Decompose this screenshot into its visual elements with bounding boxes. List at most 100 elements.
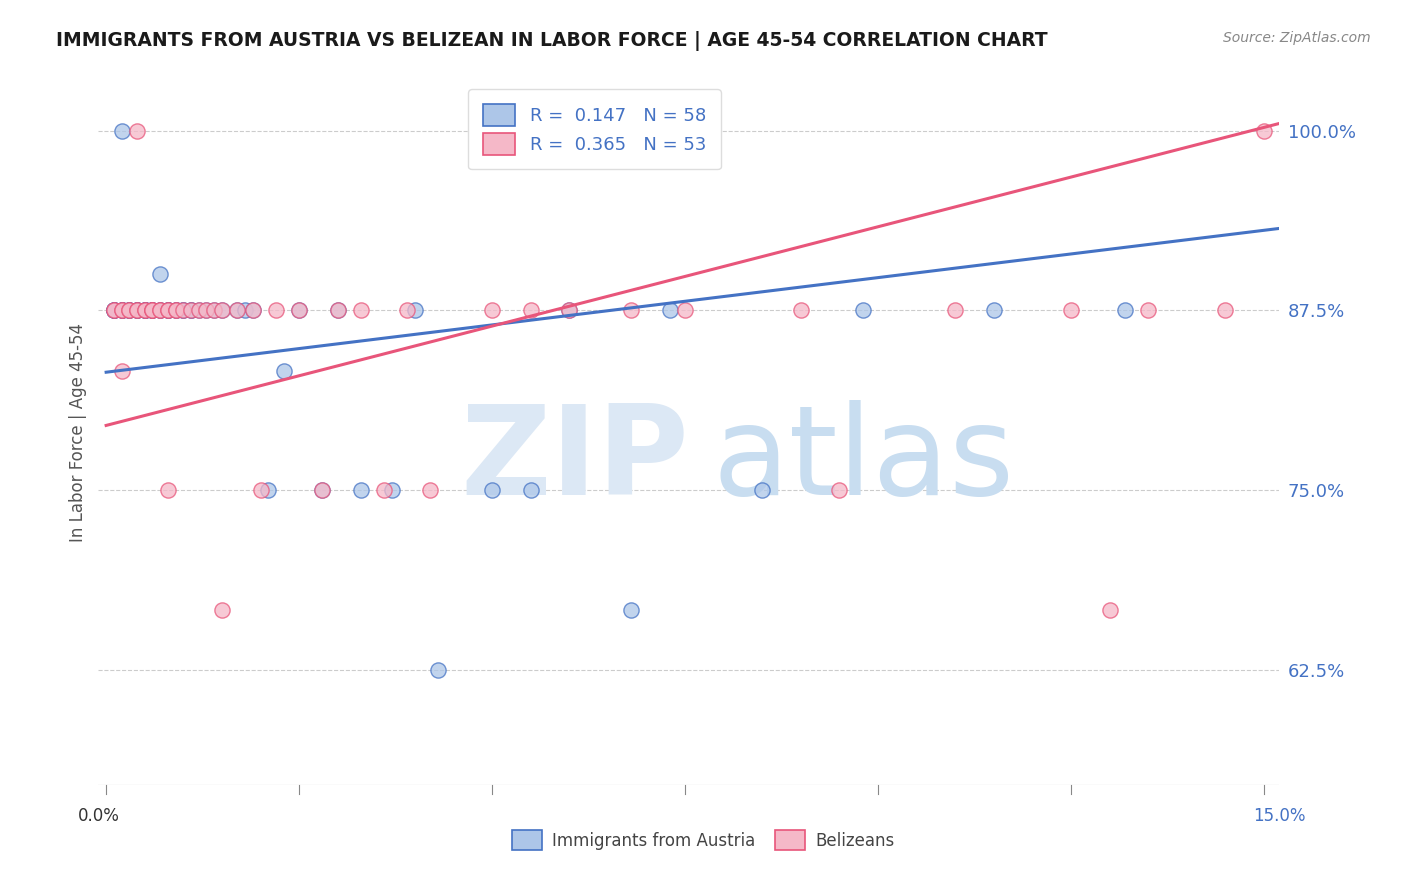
Point [202, 303, 225, 318]
Point [673, 303, 696, 318]
Point [165, 303, 187, 318]
Point [828, 483, 851, 497]
Point [118, 303, 141, 318]
Point [519, 483, 541, 497]
Point [110, 123, 132, 137]
Point [134, 303, 156, 318]
Text: ZIP: ZIP [460, 401, 689, 521]
Point [118, 303, 141, 318]
Point [149, 268, 172, 282]
Point [211, 303, 233, 318]
Point [103, 303, 125, 318]
Point [134, 303, 156, 318]
Point [141, 303, 163, 318]
Point [156, 483, 179, 497]
Y-axis label: In Labor Force | Age 45-54: In Labor Force | Age 45-54 [69, 323, 87, 542]
Text: 0.0%: 0.0% [77, 807, 120, 825]
Text: atlas: atlas [713, 401, 1015, 521]
Point [134, 303, 156, 318]
Point [134, 303, 156, 318]
Point [257, 483, 280, 497]
Point [350, 303, 373, 318]
Point [288, 303, 311, 318]
Point [141, 303, 163, 318]
Point [180, 303, 202, 318]
Point [658, 303, 681, 318]
Point [1098, 602, 1121, 616]
Point [1060, 303, 1083, 318]
Point [519, 303, 541, 318]
Point [149, 303, 172, 318]
Text: Source: ZipAtlas.com: Source: ZipAtlas.com [1223, 31, 1371, 45]
Point [1253, 123, 1275, 137]
Point [396, 303, 419, 318]
Point [226, 303, 249, 318]
Point [172, 303, 194, 318]
Point [249, 483, 271, 497]
Point [311, 483, 333, 497]
Text: 15.0%: 15.0% [1253, 807, 1306, 825]
Point [125, 303, 148, 318]
Point [326, 303, 349, 318]
Point [149, 303, 172, 318]
Point [404, 303, 426, 318]
Point [156, 303, 179, 318]
Point [180, 303, 202, 318]
Point [165, 303, 187, 318]
Point [125, 303, 148, 318]
Point [156, 303, 179, 318]
Point [103, 303, 125, 318]
Point [202, 303, 225, 318]
Text: IMMIGRANTS FROM AUSTRIA VS BELIZEAN IN LABOR FORCE | AGE 45-54 CORRELATION CHART: IMMIGRANTS FROM AUSTRIA VS BELIZEAN IN L… [56, 31, 1047, 51]
Point [288, 303, 311, 318]
Point [125, 303, 148, 318]
Point [242, 303, 264, 318]
Legend: R =  0.147   N = 58, R =  0.365   N = 53: R = 0.147 N = 58, R = 0.365 N = 53 [468, 89, 720, 169]
Point [273, 364, 295, 378]
Point [156, 303, 179, 318]
Point [110, 303, 132, 318]
Point [187, 303, 209, 318]
Point [103, 303, 125, 318]
Point [558, 303, 581, 318]
Point [165, 303, 187, 318]
Point [1215, 303, 1237, 318]
Point [381, 483, 404, 497]
Point [110, 364, 132, 378]
Point [326, 303, 349, 318]
Point [195, 303, 218, 318]
Point [156, 303, 179, 318]
Point [125, 303, 148, 318]
Point [311, 483, 333, 497]
Point [141, 303, 163, 318]
Point [180, 303, 202, 318]
Point [125, 123, 148, 137]
Point [373, 483, 395, 497]
Point [118, 303, 141, 318]
Point [1114, 303, 1136, 318]
Point [481, 303, 503, 318]
Legend: Immigrants from Austria, Belizeans: Immigrants from Austria, Belizeans [505, 823, 901, 857]
Point [983, 303, 1005, 318]
Point [195, 303, 218, 318]
Point [103, 303, 125, 318]
Point [852, 303, 875, 318]
Point [620, 602, 643, 616]
Point [103, 303, 125, 318]
Point [141, 303, 163, 318]
Point [943, 303, 966, 318]
Point [125, 303, 148, 318]
Point [419, 483, 441, 497]
Point [141, 303, 163, 318]
Point [149, 303, 172, 318]
Point [141, 303, 163, 318]
Point [110, 303, 132, 318]
Point [1137, 303, 1160, 318]
Point [118, 303, 141, 318]
Point [790, 303, 813, 318]
Point [103, 303, 125, 318]
Point [110, 303, 132, 318]
Point [751, 483, 773, 497]
Point [172, 303, 194, 318]
Point [156, 303, 179, 318]
